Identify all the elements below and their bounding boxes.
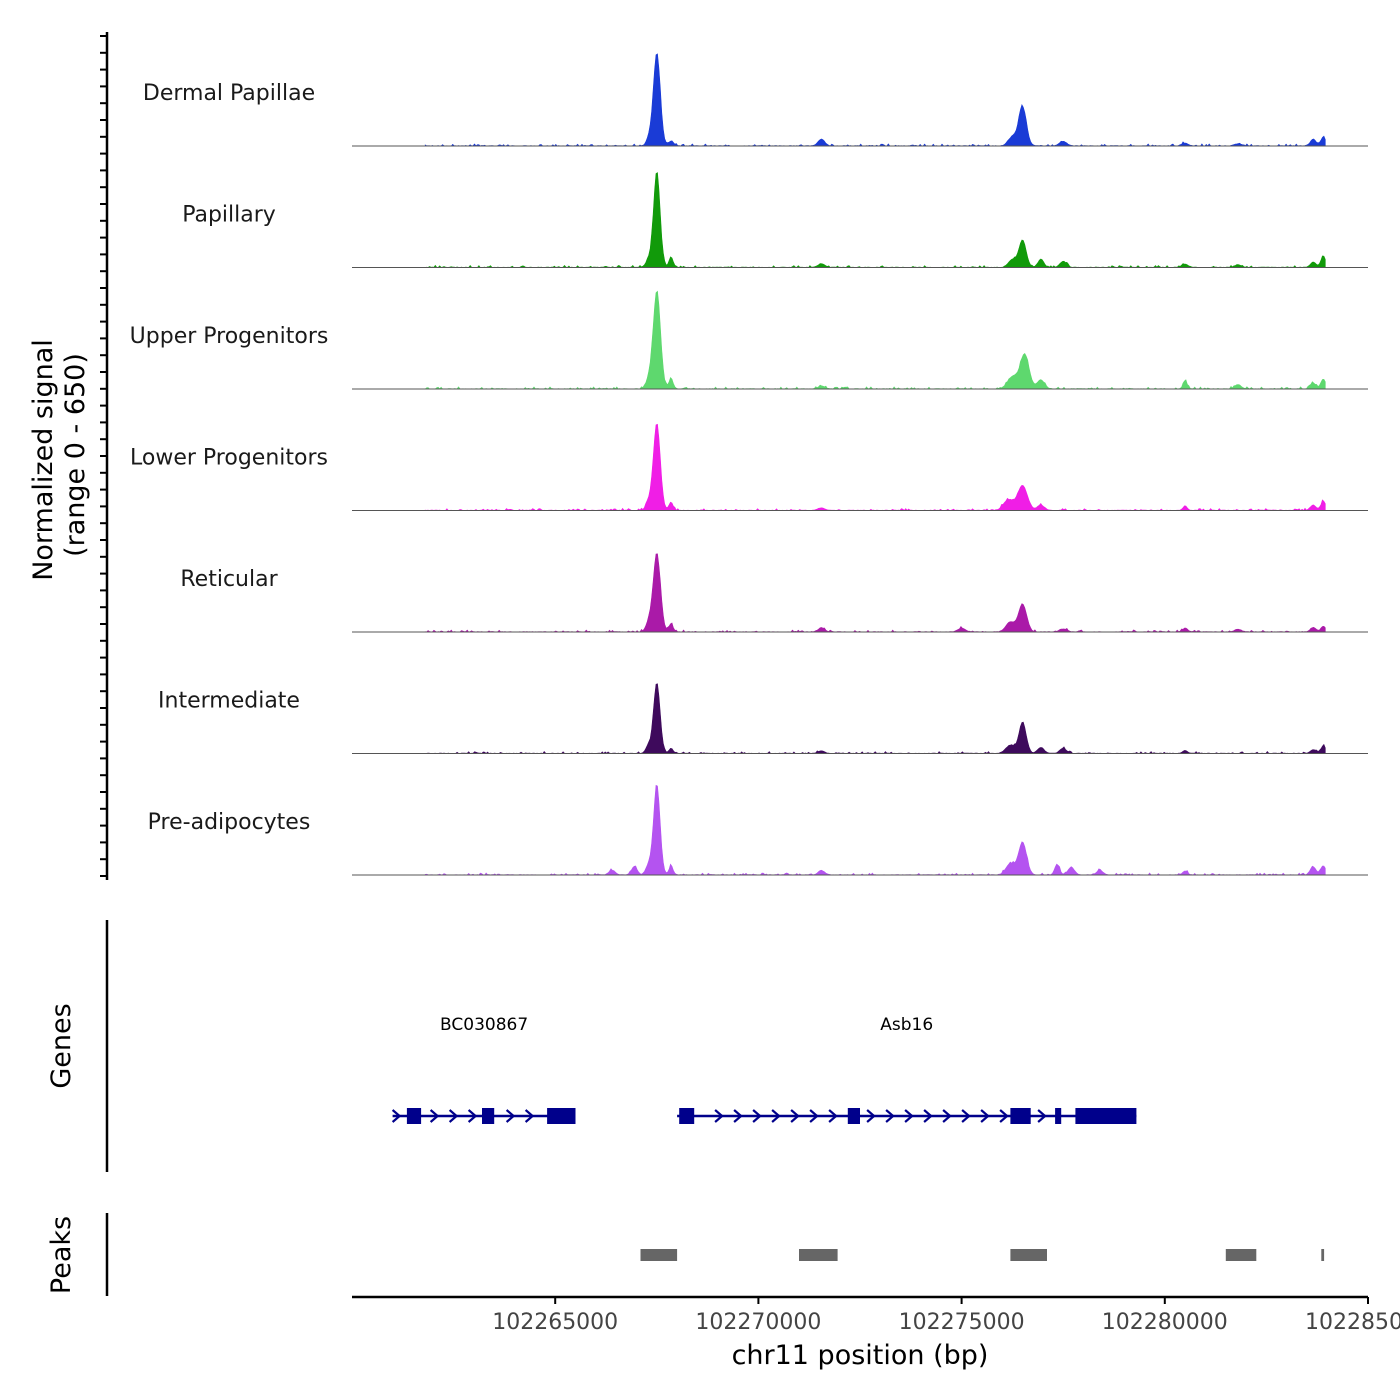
exon: [1010, 1108, 1031, 1124]
exon: [547, 1108, 576, 1124]
strand-arrow: [980, 1109, 990, 1123]
strand-arrow: [904, 1109, 914, 1123]
track-label: Papillary: [182, 203, 276, 228]
peak-region: [1225, 1249, 1257, 1261]
strand-arrow: [790, 1109, 800, 1123]
coverage-tracks: Dermal Papillae Papillary Upper Progenitor…: [130, 53, 1368, 876]
track-reticular: Reticular: [180, 553, 1368, 633]
exon: [482, 1108, 495, 1124]
track-upper-progenitors: Upper Progenitors: [130, 290, 1368, 390]
track-label: Lower Progenitors: [130, 446, 328, 471]
exon: [1075, 1108, 1137, 1124]
strand-arrow: [885, 1109, 895, 1123]
peak-region: [799, 1249, 838, 1261]
exon: [847, 1108, 860, 1124]
strand-arrow: [524, 1109, 535, 1123]
track-label: Dermal Papillae: [143, 81, 315, 106]
peak-region: [1010, 1249, 1047, 1261]
strand-arrow: [505, 1109, 516, 1123]
coverage-area: [424, 784, 1326, 876]
strand-arrow: [429, 1109, 440, 1123]
peak-regions-track: [640, 1249, 1325, 1261]
x-axis-label: chr11 position (bp): [732, 1340, 989, 1371]
x-tick-label: 102285000: [1305, 1310, 1400, 1335]
coverage-area: [424, 53, 1326, 147]
track-lower-progenitors: Lower Progenitors: [130, 423, 1368, 511]
strand-arrow: [809, 1109, 819, 1123]
strand-arrow: [714, 1109, 724, 1123]
track-label: Reticular: [180, 567, 278, 592]
strand-arrow: [999, 1109, 1009, 1123]
y-axis-label-range: (range 0 - 650): [60, 353, 91, 557]
x-tick-label: 102270000: [695, 1310, 821, 1335]
peaks-label: Peaks: [46, 1216, 77, 1294]
gene-annotation-track: BC030867 Asb16: [391, 1015, 1137, 1124]
exon: [679, 1108, 695, 1124]
strand-arrow: [391, 1109, 402, 1123]
track-label: Upper Progenitors: [130, 324, 329, 349]
strand-arrow: [828, 1109, 838, 1123]
tracks-left-axis: [100, 32, 109, 880]
genes-label: Genes: [46, 1003, 77, 1088]
gene-label: BC030867: [440, 1015, 528, 1035]
track-dermal-papillae: Dermal Papillae: [143, 53, 1368, 147]
coverage-area: [424, 423, 1326, 511]
strand-arrow: [752, 1109, 762, 1123]
exon: [1055, 1108, 1062, 1124]
strand-arrow: [467, 1109, 478, 1123]
strand-arrow: [942, 1109, 952, 1123]
gene-bc030867: BC030867: [391, 1015, 576, 1124]
x-axis-ticks: 102265000 102270000 102275000 102280000 1022…: [492, 1297, 1400, 1335]
track-label: Intermediate: [158, 689, 300, 714]
gene-label: Asb16: [880, 1015, 933, 1035]
coverage-area: [424, 683, 1326, 754]
strand-arrow: [961, 1109, 971, 1123]
strand-arrow: [733, 1109, 743, 1123]
coverage-area: [424, 172, 1326, 268]
track-papillary: Papillary: [182, 172, 1368, 268]
peak-region: [640, 1249, 678, 1261]
track-pre-adipocytes: Pre-adipocytes: [148, 784, 1368, 876]
track-label: Pre-adipocytes: [148, 810, 311, 835]
peak-region: [1321, 1249, 1325, 1261]
x-tick-label: 102275000: [899, 1310, 1025, 1335]
tracks-y-ticks: [100, 35, 107, 877]
strand-arrow: [771, 1109, 781, 1123]
coverage-area: [424, 553, 1326, 633]
y-axis-label: Normalized signal: [28, 339, 59, 581]
strand-arrow: [1037, 1109, 1047, 1123]
exon: [406, 1108, 422, 1124]
strand-arrow: [866, 1109, 876, 1123]
gene-asb16: Asb16: [677, 1015, 1137, 1124]
track-intermediate: Intermediate: [158, 683, 1368, 754]
strand-arrow: [923, 1109, 933, 1123]
x-tick-label: 102280000: [1102, 1310, 1228, 1335]
coverage-area: [424, 290, 1326, 390]
strand-arrow: [448, 1109, 459, 1123]
x-tick-label: 102265000: [492, 1310, 618, 1335]
